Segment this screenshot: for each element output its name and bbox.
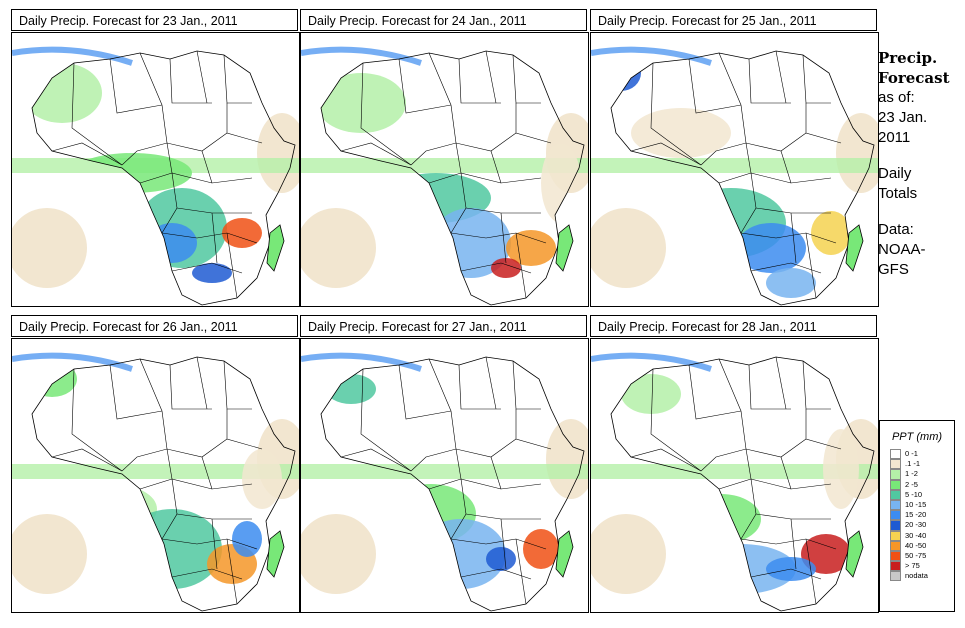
legend-swatch: [890, 561, 901, 572]
legend-label: 2 -5: [905, 479, 918, 489]
map-panel-3: Daily Precip. Forecast for 25 Jan., 2011: [590, 9, 879, 307]
legend-swatch: [890, 520, 901, 531]
legend-swatch: [890, 540, 901, 551]
panel-title: Daily Precip. Forecast for 25 Jan., 2011: [590, 9, 877, 31]
legend-label: 40 -50: [905, 540, 927, 550]
data-label: Data:: [878, 221, 914, 238]
legend-label: 10 -15: [905, 499, 927, 509]
legend-label: 30 -40: [905, 530, 927, 540]
precip-map: [300, 338, 589, 613]
legend-item: 30 -40: [880, 530, 954, 541]
legend-label: 5 -10: [905, 489, 923, 499]
precip-map: [11, 32, 300, 307]
legend-swatch: [890, 510, 901, 521]
legend-item: > 75: [880, 561, 954, 572]
panel-title: Daily Precip. Forecast for 28 Jan., 2011: [590, 315, 877, 337]
map-panel-4: Daily Precip. Forecast for 26 Jan., 2011: [11, 315, 300, 613]
legend-item: .1 -1: [880, 459, 954, 470]
legend-item: 15 -20: [880, 510, 954, 521]
sidebar-info: Precip. Forecast as of: 23 Jan. 2011 Dai…: [878, 48, 963, 280]
legend-item: 40 -50: [880, 540, 954, 551]
forecast-date: 23 Jan.: [878, 109, 928, 126]
legend-item: nodata: [880, 571, 954, 582]
precip-map: [300, 32, 589, 307]
heading-forecast: Forecast: [878, 69, 950, 87]
legend-title: PPT (mm): [891, 431, 943, 443]
data-source-2: GFS: [878, 261, 909, 278]
legend-label: 0 -1: [905, 449, 918, 458]
legend-swatch: [890, 449, 901, 460]
legend-swatch: [890, 489, 901, 500]
map-panel-2: Daily Precip. Forecast for 24 Jan., 2011: [300, 9, 589, 307]
panel-title: Daily Precip. Forecast for 27 Jan., 2011: [300, 315, 587, 337]
map-panel-6: Daily Precip. Forecast for 28 Jan., 2011: [590, 315, 879, 613]
daily-label: Daily: [878, 165, 912, 182]
panel-title: Daily Precip. Forecast for 24 Jan., 2011: [300, 9, 587, 31]
legend-label: 1 -2: [905, 469, 918, 479]
data-source-1: NOAA-: [878, 241, 926, 258]
panel-title: Daily Precip. Forecast for 23 Jan., 2011: [11, 9, 298, 31]
legend-item: 20 -30: [880, 520, 954, 531]
asof-label: as of:: [878, 89, 915, 106]
legend-label: > 75: [905, 561, 920, 571]
legend-item: 50 -75: [880, 550, 954, 562]
legend-swatch: [890, 530, 901, 541]
legend-swatch: [890, 571, 901, 582]
legend-item: 2 -5: [880, 479, 954, 490]
legend-label: 20 -30: [905, 520, 927, 530]
totals-label: Totals: [878, 185, 918, 202]
legend-swatch: [890, 499, 901, 511]
precip-map: [590, 32, 879, 307]
legend-item: 1 -2: [880, 469, 954, 480]
forecast-year: 2011: [878, 129, 911, 146]
legend-swatch: [890, 459, 901, 470]
map-panel-1: Daily Precip. Forecast for 23 Jan., 2011: [11, 9, 300, 307]
legend-label: .1 -1: [905, 459, 921, 469]
legend-label: 15 -20: [905, 510, 927, 520]
legend-item: 0 -1: [880, 449, 954, 460]
precip-map: [11, 338, 300, 613]
precip-map: [590, 338, 879, 613]
legend-item: 5 -10: [880, 489, 954, 500]
map-panel-5: Daily Precip. Forecast for 27 Jan., 2011: [300, 315, 589, 613]
legend-item: 10 -15: [880, 499, 954, 511]
legend-label: nodata: [905, 571, 928, 581]
legend-swatch: [890, 479, 901, 490]
heading-precip: Precip.: [878, 49, 938, 67]
legend: PPT (mm) 0 -1.1 -1 1 -2 2 -5 5 -10 10 -15 15 …: [879, 420, 955, 612]
panel-title: Daily Precip. Forecast for 26 Jan., 2011: [11, 315, 298, 337]
legend-label: 50 -75: [905, 550, 927, 560]
legend-swatch: [890, 550, 901, 562]
legend-swatch: [890, 469, 901, 480]
